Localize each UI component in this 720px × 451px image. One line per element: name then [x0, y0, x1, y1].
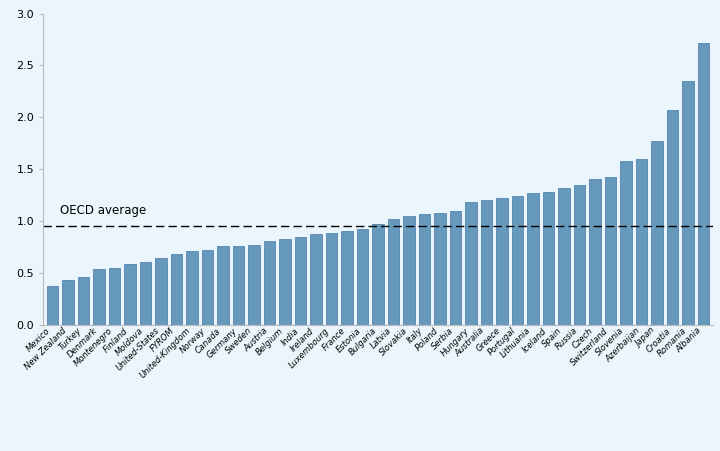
Bar	[496, 198, 508, 325]
Bar	[387, 219, 400, 325]
Bar	[682, 81, 694, 325]
Bar	[481, 200, 492, 325]
Bar	[233, 246, 244, 325]
Bar	[186, 251, 198, 325]
Bar	[294, 237, 306, 325]
Bar	[512, 196, 523, 325]
Bar	[450, 211, 462, 325]
Text: OECD average: OECD average	[60, 204, 146, 217]
Bar	[93, 269, 105, 325]
Bar	[434, 213, 446, 325]
Bar	[403, 216, 415, 325]
Bar	[202, 250, 213, 325]
Bar	[171, 254, 182, 325]
Bar	[636, 159, 647, 325]
Bar	[527, 193, 539, 325]
Bar	[217, 246, 229, 325]
Bar	[341, 231, 353, 325]
Bar	[62, 280, 74, 325]
Bar	[558, 188, 570, 325]
Bar	[574, 185, 585, 325]
Bar	[124, 263, 136, 325]
Bar	[140, 262, 151, 325]
Bar	[372, 224, 384, 325]
Bar	[543, 192, 554, 325]
Bar	[264, 241, 275, 325]
Bar	[78, 277, 89, 325]
Bar	[667, 110, 678, 325]
Bar	[156, 258, 167, 325]
Bar	[651, 141, 663, 325]
Bar	[248, 245, 260, 325]
Bar	[279, 239, 291, 325]
Bar	[698, 42, 709, 325]
Bar	[310, 235, 322, 325]
Bar	[589, 179, 600, 325]
Bar	[356, 229, 369, 325]
Bar	[605, 177, 616, 325]
Bar	[325, 234, 337, 325]
Bar	[47, 286, 58, 325]
Bar	[109, 267, 120, 325]
Bar	[620, 161, 632, 325]
Bar	[419, 214, 431, 325]
Bar	[465, 202, 477, 325]
